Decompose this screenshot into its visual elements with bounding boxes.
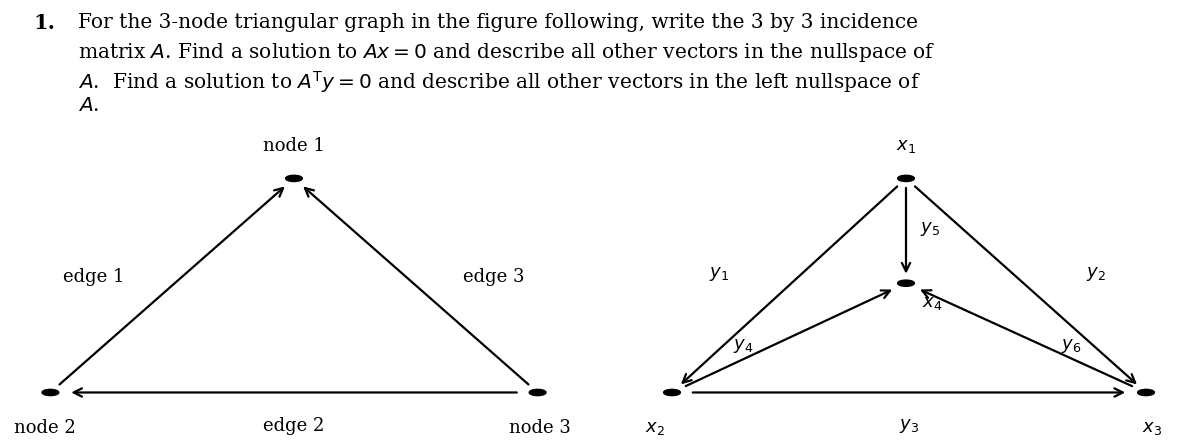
Circle shape: [898, 280, 914, 286]
Text: node 1: node 1: [263, 137, 325, 155]
Circle shape: [529, 389, 546, 396]
Text: $y_2$: $y_2$: [1086, 265, 1105, 283]
Text: $A$.: $A$.: [78, 96, 100, 116]
Text: $y_1$: $y_1$: [709, 265, 730, 283]
Text: $x_4$: $x_4$: [923, 294, 942, 312]
Circle shape: [1138, 389, 1154, 396]
Circle shape: [42, 389, 59, 396]
Text: node 2: node 2: [13, 419, 76, 437]
Circle shape: [664, 389, 680, 396]
Text: 1.: 1.: [34, 13, 55, 33]
Text: edge 1: edge 1: [64, 268, 125, 285]
Text: $A$.  Find a solution to $A^{\mathrm{T}}y = 0$ and describe all other vectors in: $A$. Find a solution to $A^{\mathrm{T}}y…: [78, 69, 920, 95]
Text: node 3: node 3: [509, 419, 571, 437]
Text: $y_5$: $y_5$: [920, 219, 940, 238]
Text: $y_4$: $y_4$: [733, 337, 754, 355]
Text: For the 3-node triangular graph in the figure following, write the 3 by 3 incide: For the 3-node triangular graph in the f…: [78, 13, 918, 33]
Text: $x_1$: $x_1$: [896, 137, 916, 155]
Text: $x_2$: $x_2$: [646, 419, 665, 437]
Text: edge 2: edge 2: [263, 417, 325, 435]
Text: $x_3$: $x_3$: [1142, 419, 1162, 437]
Text: $y_6$: $y_6$: [1062, 337, 1081, 355]
Text: edge 3: edge 3: [463, 268, 524, 285]
Circle shape: [286, 175, 302, 182]
Text: $y_3$: $y_3$: [899, 417, 919, 435]
Text: matrix $A$. Find a solution to $Ax = 0$ and describe all other vectors in the nu: matrix $A$. Find a solution to $Ax = 0$ …: [78, 41, 936, 64]
Circle shape: [898, 175, 914, 182]
